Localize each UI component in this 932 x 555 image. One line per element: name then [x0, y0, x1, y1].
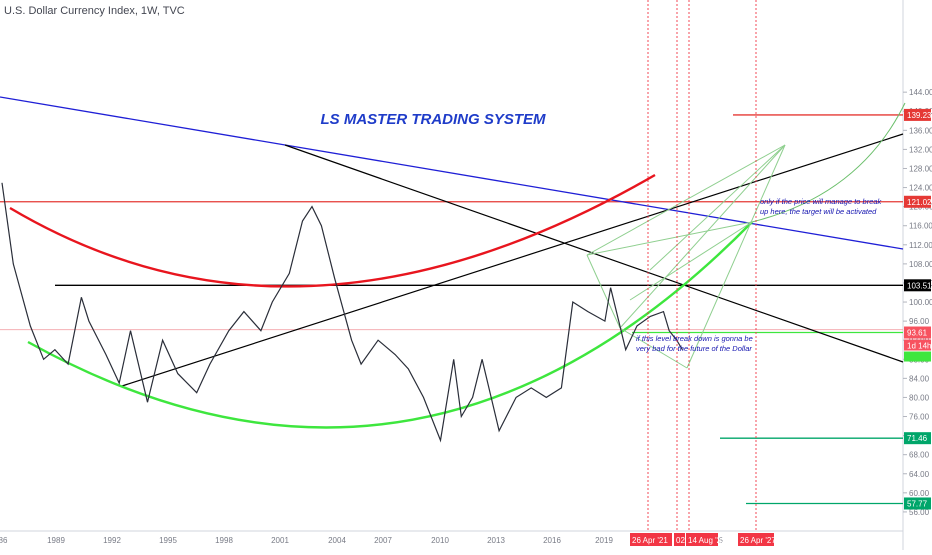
price-level-label: 57.77	[907, 499, 928, 508]
y-tick-label: 76.00	[909, 413, 930, 422]
y-tick-label: 68.00	[909, 451, 930, 460]
y-tick-label: 100.00	[909, 298, 932, 307]
green-arc	[27, 221, 753, 429]
date-marker-badge	[686, 533, 718, 546]
fan-line	[586, 144, 786, 256]
breakout-note-line: only if the price will manage to break	[760, 197, 883, 206]
price-level-badge	[904, 195, 931, 208]
fan-line	[686, 144, 786, 369]
symbol-header: U.S. Dollar Currency Index, 1W, TVC	[4, 5, 185, 17]
x-tick-label: 2007	[374, 536, 392, 545]
green-price-badge	[904, 351, 931, 362]
price-level-label: 93.61	[907, 329, 928, 338]
x-tick-label: 2004	[328, 536, 346, 545]
y-tick-label: 136.00	[909, 126, 932, 135]
price-level-badge	[904, 497, 931, 510]
chart-title: LS MASTER TRADING SYSTEM	[320, 111, 546, 128]
countdown-label: 1d 14h	[907, 342, 931, 351]
y-tick-label: 80.00	[909, 393, 930, 402]
y-tick-label: 128.00	[909, 164, 932, 173]
x-tick-label: 2019	[595, 536, 613, 545]
x-tick-label: 86	[0, 536, 8, 545]
breakdown-note-line: very bad for the future of the Dollar	[636, 344, 752, 353]
y-tick-label: 124.00	[909, 184, 932, 193]
price-level-badge	[904, 108, 931, 121]
date-marker-badge	[630, 533, 672, 546]
y-tick-label: 64.00	[909, 470, 930, 479]
price-level-label: 121.02	[907, 198, 932, 207]
y-tick-label: 144.00	[909, 88, 932, 97]
x-tick-label: 1995	[159, 536, 177, 545]
green-projection-arc	[751, 102, 906, 223]
date-marker-badge	[738, 533, 774, 546]
blue-trendline	[0, 96, 904, 250]
price-series-line	[1, 182, 683, 443]
x-tick-label: 1989	[47, 536, 65, 545]
fan-line	[619, 144, 786, 329]
y-tick-label: 56.00	[909, 508, 930, 517]
fan-line	[649, 144, 786, 271]
fan-line	[586, 254, 621, 329]
y-tick-label: 132.00	[909, 145, 932, 154]
countdown-badge	[904, 339, 931, 351]
y-tick-label: 96.00	[909, 317, 930, 326]
date-marker-badge	[674, 533, 685, 546]
price-level-label: 139.23	[907, 111, 932, 120]
x-tick-label: 2016	[543, 536, 561, 545]
date-marker-label: 26 Apr '21	[632, 536, 668, 545]
y-tick-label: 60.00	[909, 489, 930, 498]
red-arc	[9, 173, 656, 288]
x-tick-label: 2010	[431, 536, 449, 545]
y-tick-label: 108.00	[909, 260, 932, 269]
price-level-label: 71.46	[907, 434, 928, 443]
x-tick-label: 1998	[215, 536, 233, 545]
price-level-badge	[904, 432, 931, 445]
y-tick-label: 112.00	[909, 241, 932, 250]
price-level-label: 103.51	[907, 281, 932, 290]
fan-line	[629, 221, 753, 301]
x-tick-label: 2013	[487, 536, 505, 545]
price-level-badge	[904, 326, 931, 339]
y-tick-label: 116.00	[909, 222, 932, 231]
x-tick-label: 1992	[103, 536, 121, 545]
date-marker-label: 26 Apr '27	[740, 536, 776, 545]
fan-line	[586, 221, 753, 256]
breakdown-note-line: if this level break down is gonna be	[636, 334, 753, 343]
price-level-badge	[904, 279, 931, 292]
y-tick-label: 84.00	[909, 374, 930, 383]
black-uptrend-line	[121, 133, 904, 387]
fan-line	[619, 327, 688, 369]
date-marker-label: 02	[676, 536, 685, 545]
breakout-note-line: up here, the target will be activated	[760, 207, 877, 216]
date-marker-label: 14 Aug '23	[688, 536, 726, 545]
x-tick-label: 2001	[271, 536, 289, 545]
